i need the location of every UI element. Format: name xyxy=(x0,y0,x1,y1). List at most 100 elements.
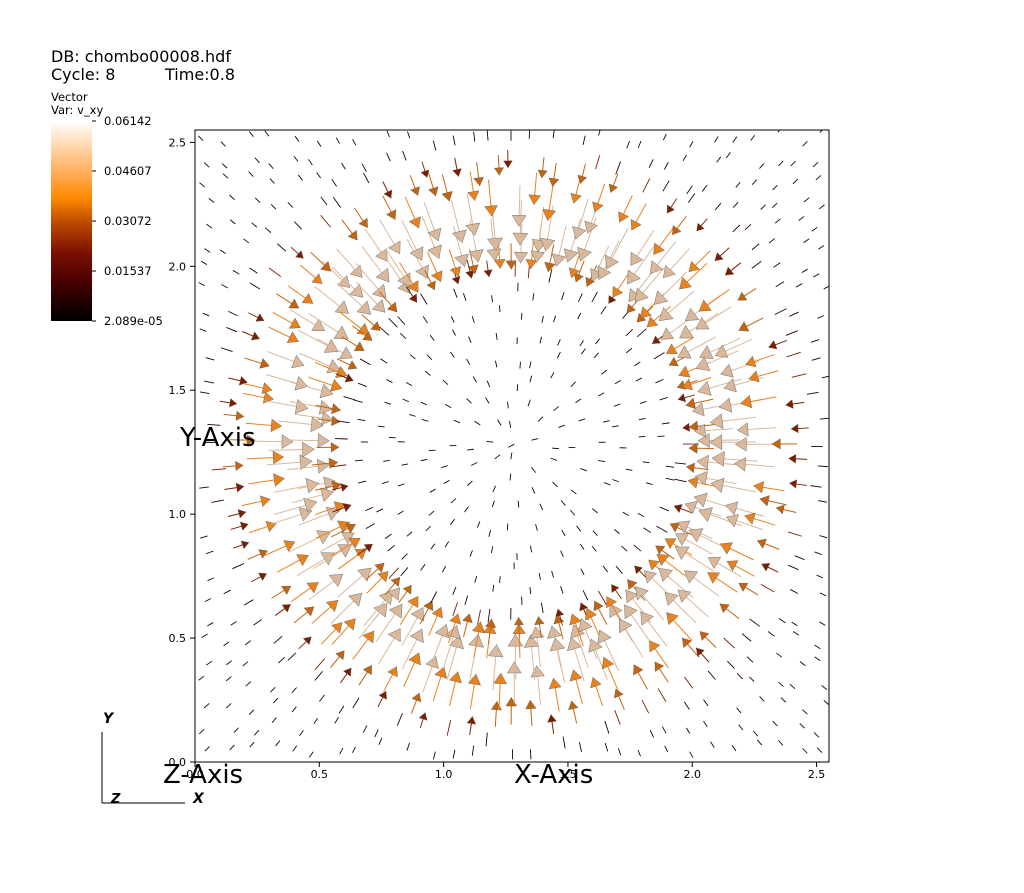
vector-arrow xyxy=(709,434,756,451)
vector-arrow xyxy=(580,568,585,575)
vector-arrow xyxy=(635,377,642,382)
vector-arrow xyxy=(677,393,695,403)
vector-arrow xyxy=(671,216,687,236)
vector-arrow xyxy=(736,673,743,680)
vector-arrow xyxy=(649,640,669,669)
vector-arrow xyxy=(499,576,501,583)
vector-arrow xyxy=(388,567,400,579)
vector-arrow xyxy=(791,373,807,378)
vector-arrow xyxy=(331,266,364,298)
vector-arrow xyxy=(659,397,668,401)
x-tick-label: 2.0 xyxy=(684,768,702,781)
vector-arrow xyxy=(297,329,339,353)
vector-arrow xyxy=(242,661,249,667)
vector-arrow xyxy=(268,441,315,458)
vector-arrow xyxy=(331,464,347,468)
vector-arrow xyxy=(694,423,733,438)
vector-arrow xyxy=(538,573,541,580)
vector-arrow xyxy=(420,459,428,462)
vector-arrow xyxy=(548,269,553,283)
vector-arrow xyxy=(604,482,611,486)
vector-arrow xyxy=(519,361,521,369)
vector-arrow xyxy=(462,613,473,637)
vector-arrow xyxy=(320,215,331,228)
vector-arrow xyxy=(768,238,775,244)
vector-arrow xyxy=(531,438,539,441)
vector-arrow xyxy=(655,545,675,560)
vector-arrow xyxy=(547,714,557,734)
x-tick-label: 0.5 xyxy=(311,768,329,781)
vector-arrow xyxy=(384,401,392,405)
vector-arrow xyxy=(245,418,282,433)
vector-arrow xyxy=(689,751,694,758)
legend-plot-type: Vector xyxy=(51,90,88,104)
vector-arrow xyxy=(421,215,442,259)
vector-arrow xyxy=(612,479,619,483)
vector-arrow xyxy=(331,618,356,645)
vector-arrow xyxy=(636,328,647,338)
vector-arrow xyxy=(788,531,802,537)
vector-arrow xyxy=(241,331,260,341)
vector-arrow xyxy=(221,284,228,289)
vector-arrow xyxy=(340,667,352,684)
vector-arrow xyxy=(789,683,796,690)
vector-arrow xyxy=(334,716,340,724)
vector-arrow xyxy=(817,500,828,503)
vector-arrow xyxy=(666,198,678,214)
vector-arrow xyxy=(289,530,331,553)
vector-arrow xyxy=(556,351,561,359)
vector-arrow xyxy=(378,326,390,336)
vector-arrow xyxy=(309,751,314,758)
vector-arrow xyxy=(750,134,756,141)
vector-arrow xyxy=(204,248,211,253)
vector-arrow xyxy=(356,543,373,556)
vector-arrow xyxy=(353,207,368,228)
vector-arrow xyxy=(654,661,669,683)
vector-arrow xyxy=(382,181,393,199)
vector-arrow xyxy=(778,160,784,167)
vector-arrow xyxy=(646,305,671,328)
vector-arrow xyxy=(725,514,764,531)
vector-arrow xyxy=(744,223,752,231)
vector-arrow xyxy=(275,293,300,309)
vector-arrow xyxy=(637,140,642,149)
vector-arrow xyxy=(634,565,648,580)
vector-arrow xyxy=(744,512,776,526)
vector-arrow xyxy=(353,399,363,403)
vector-arrow xyxy=(662,248,690,279)
vector-arrow xyxy=(199,535,208,539)
vector-arrow xyxy=(598,459,606,463)
vector-arrow xyxy=(204,380,214,384)
vector-arrow xyxy=(618,195,633,223)
vector-arrow xyxy=(430,543,436,550)
vector-arrow xyxy=(658,290,695,322)
vector-arrow xyxy=(615,565,623,574)
vector-arrow xyxy=(219,398,238,408)
vector-arrow xyxy=(226,660,233,666)
vector-arrow xyxy=(313,544,352,569)
legend-tick-label: 0.06142 xyxy=(104,114,152,128)
vector-arrow xyxy=(688,250,711,273)
vector-arrow xyxy=(723,637,736,649)
vector-arrow xyxy=(385,248,411,287)
vector-arrow xyxy=(338,705,345,714)
vector-arrow xyxy=(560,550,564,558)
vector-arrow xyxy=(294,411,334,426)
vector-arrow xyxy=(485,618,497,645)
vector-arrow xyxy=(202,312,210,317)
vector-arrow xyxy=(424,370,431,376)
vector-arrow xyxy=(271,585,292,599)
vector-arrow xyxy=(509,473,512,481)
vector-arrow xyxy=(465,259,475,279)
vector-arrow xyxy=(656,525,668,533)
vector-arrow xyxy=(550,457,558,461)
vector-arrow xyxy=(233,727,239,733)
vector-arrow xyxy=(738,317,764,332)
vector-arrow xyxy=(352,138,357,146)
vector-arrow xyxy=(374,729,379,738)
vector-arrow xyxy=(710,477,756,494)
vector-arrow xyxy=(612,271,631,298)
vector-arrow xyxy=(659,506,670,512)
vector-arrow xyxy=(422,316,428,324)
vector-arrow xyxy=(466,716,477,735)
